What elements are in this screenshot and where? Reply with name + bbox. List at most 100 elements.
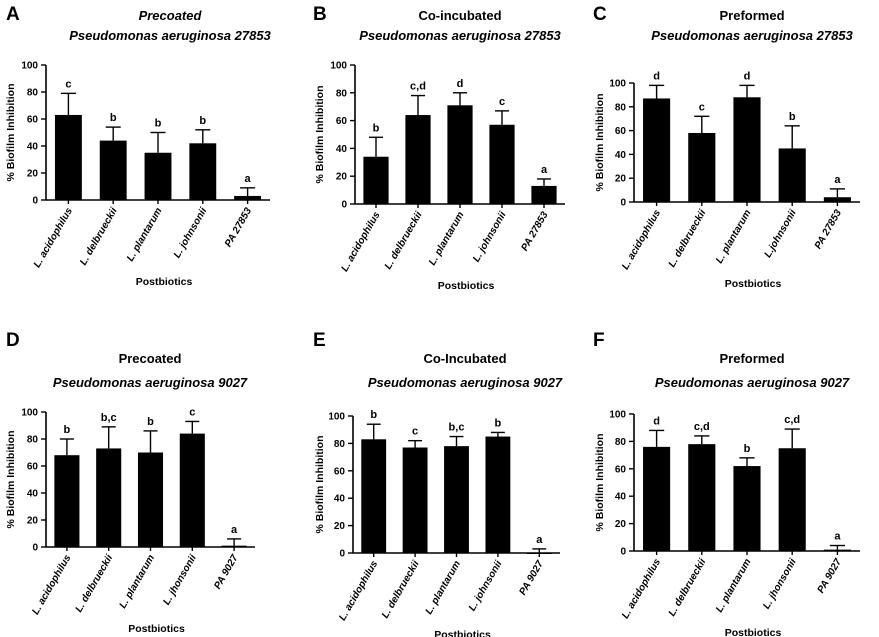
bar [688, 444, 716, 551]
y-axis-label: % Biofilm Inhibition [314, 436, 326, 534]
significance-label: d [457, 78, 464, 90]
significance-label: b [744, 443, 751, 455]
y-tick-label: 0 [339, 549, 345, 560]
category-label: L. acidophilus [339, 210, 382, 274]
y-tick-label: 60 [336, 116, 348, 127]
significance-label: c,d [694, 421, 710, 433]
category-label: L. acidophilus [30, 553, 73, 617]
bar [179, 433, 205, 547]
bar [405, 115, 431, 204]
bar [99, 140, 127, 200]
bar [54, 114, 82, 200]
panel-e: E Co-Incubated Pseudomonas aeruginosa 9027… [313, 330, 563, 637]
bar [778, 148, 806, 202]
y-tick-label: 40 [27, 142, 39, 153]
y-axis-label: % Biofilm Inhibition [5, 84, 17, 182]
chart-title-condition: Co-Incubated [423, 351, 506, 366]
y-tick-label: 20 [334, 521, 346, 532]
significance-label: a [834, 174, 841, 186]
bar [447, 105, 473, 204]
chart-title-condition: Precoated [139, 8, 203, 23]
category-label: L. plantarum [714, 557, 754, 615]
bar [823, 549, 851, 551]
y-tick-label: 0 [620, 547, 626, 558]
bar [144, 152, 172, 200]
significance-label: c [699, 101, 705, 113]
significance-label: b,c [101, 412, 117, 424]
panel-letter: B [313, 4, 327, 25]
category-label: L. delbrueckii [74, 553, 116, 615]
y-tick-label: 20 [615, 174, 627, 185]
y-tick-label: 100 [21, 408, 38, 419]
category-label: L. acidophilus [32, 206, 75, 270]
panel-letter: E [313, 330, 326, 351]
panel-b: B Co-incubated Pseudomonas aeruginosa 2785… [313, 4, 565, 292]
y-tick-label: 20 [615, 519, 627, 530]
chart-title-condition: Preformed [719, 351, 784, 366]
y-tick-label: 60 [27, 462, 39, 473]
panel-a: A Precoated Pseudomonas aeruginosa 27853 0 2… [5, 4, 272, 288]
panel-letter: C [593, 4, 607, 25]
x-axis-label: Postbiotics [434, 629, 491, 637]
x-axis-label: Postbiotics [128, 623, 185, 635]
chart-title-strain: Pseudomonas aeruginosa 9027 [655, 375, 850, 390]
bar [733, 466, 761, 551]
y-tick-label: 100 [328, 412, 345, 423]
y-tick-label: 80 [27, 88, 39, 99]
significance-label: b [370, 409, 377, 421]
bar [189, 143, 217, 200]
y-tick-label: 0 [32, 543, 38, 554]
chart-title-strain: Pseudomonas aeruginosa 27853 [651, 28, 853, 43]
category-label: L. acidophilus [337, 559, 380, 623]
significance-label: b [789, 111, 796, 123]
chart-title-condition: Precoated [119, 351, 182, 366]
bar [531, 185, 557, 204]
panel-letter: F [593, 330, 605, 351]
category-label: PA 27853 [223, 206, 254, 249]
bar [402, 447, 428, 553]
y-tick-label: 100 [609, 79, 626, 90]
y-tick-label: 60 [334, 466, 346, 477]
y-tick-label: 40 [334, 494, 346, 505]
chart-title-strain: Pseudomonas aeruginosa 9027 [368, 375, 563, 390]
category-label: PA 9027 [816, 557, 845, 596]
significance-label: a [541, 164, 548, 176]
category-label: L. delbrueckii [380, 559, 422, 621]
y-tick-label: 80 [336, 88, 348, 99]
bar [688, 132, 716, 202]
category-label: L. plantarum [424, 559, 464, 617]
x-axis-label: Postbiotics [438, 280, 495, 292]
significance-label: c [499, 96, 505, 108]
significance-label: b [64, 424, 71, 436]
y-axis-label: % Biofilm Inhibition [5, 431, 17, 529]
category-label: PA 9027 [517, 559, 546, 598]
significance-label: b [147, 416, 154, 428]
y-axis-label: % Biofilm Inhibition [594, 94, 606, 192]
panel-d: D Precoated Pseudomonas aeruginosa 9027 0 20… [5, 330, 255, 635]
chart-title-condition: Preformed [719, 8, 784, 23]
y-tick-label: 0 [620, 198, 626, 209]
category-label: L. johnsonii [467, 559, 505, 613]
y-tick-label: 100 [609, 410, 626, 421]
y-tick-label: 40 [615, 492, 627, 503]
bar [361, 439, 387, 553]
bar [137, 452, 164, 547]
y-tick-label: 100 [330, 61, 347, 72]
x-axis-label: Postbiotics [725, 627, 782, 637]
category-label: L. acidophilus [620, 208, 663, 272]
panel-letter: D [6, 330, 20, 351]
y-tick-label: 80 [615, 102, 627, 113]
bar [96, 448, 122, 547]
y-tick-label: 40 [27, 489, 39, 500]
significance-label: a [231, 524, 238, 536]
bar [643, 446, 671, 551]
bar [234, 195, 262, 200]
category-label: L. acidophilus [620, 557, 663, 621]
x-axis-label: Postbiotics [136, 276, 193, 288]
y-axis-label: % Biofilm Inhibition [594, 434, 606, 532]
significance-label: b [373, 122, 380, 134]
significance-label: c [412, 426, 418, 438]
category-label: L. delbrueckii [383, 210, 425, 272]
y-tick-label: 100 [21, 61, 38, 72]
